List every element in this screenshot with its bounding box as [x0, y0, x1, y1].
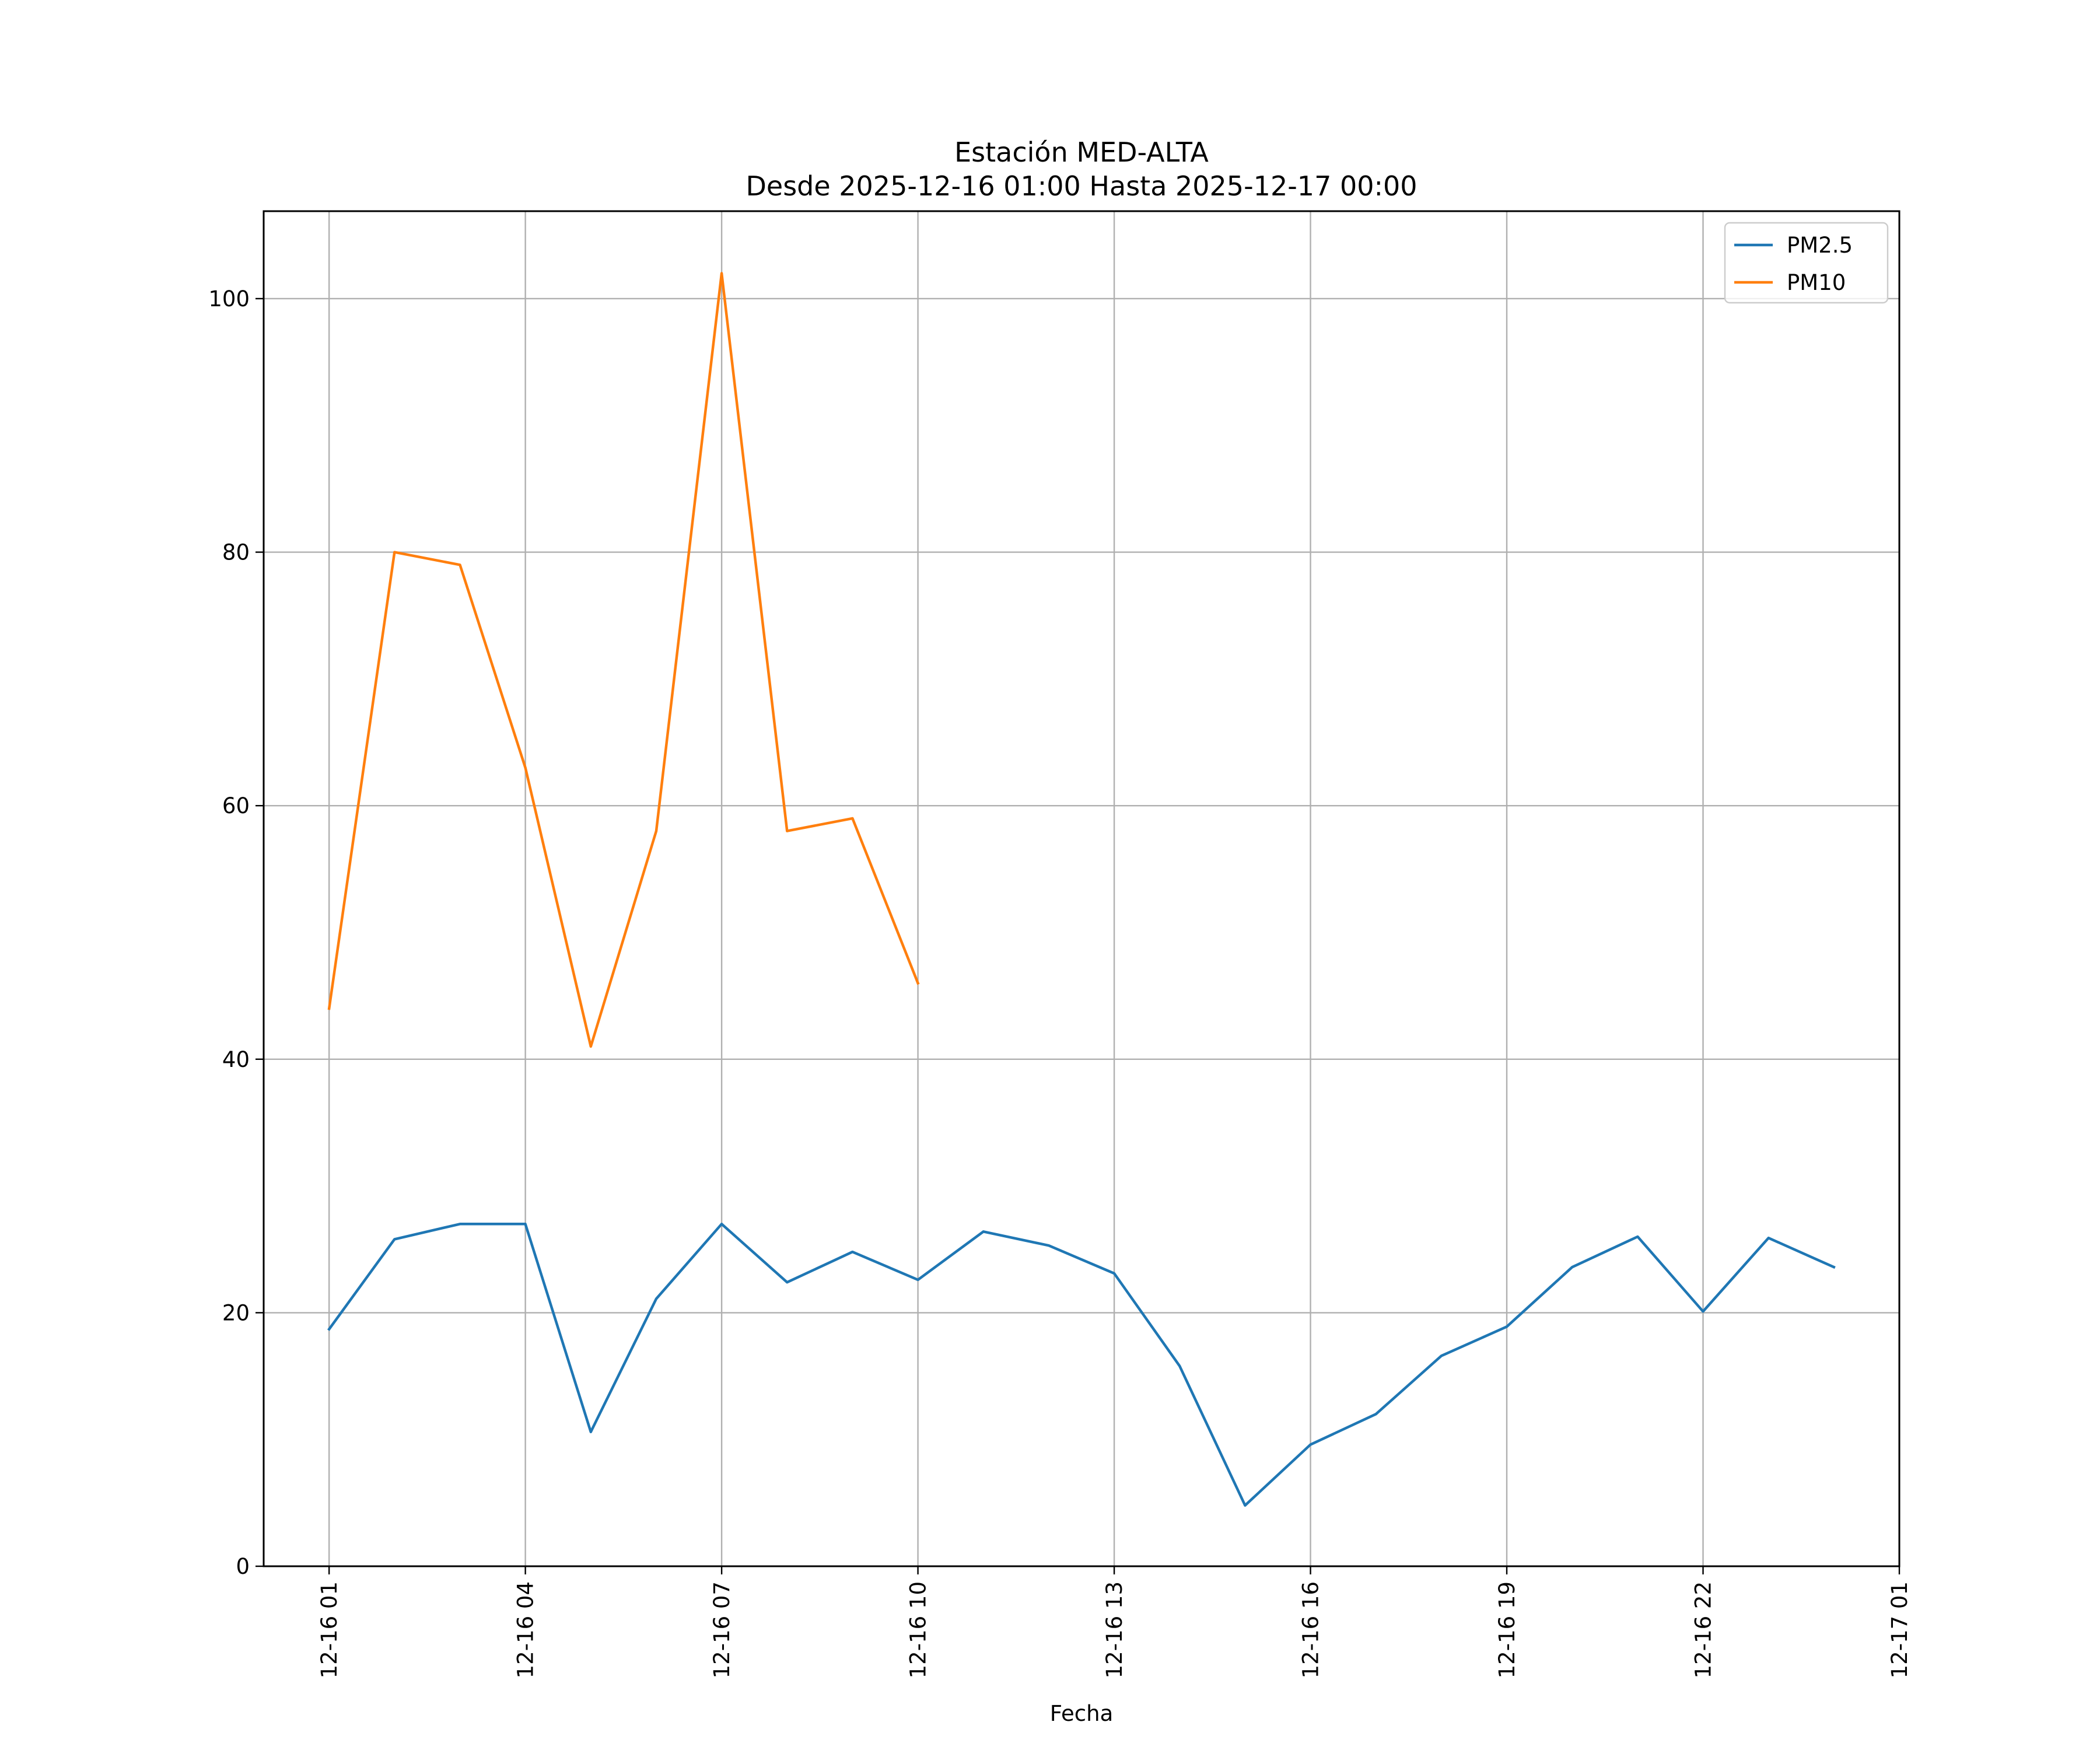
axis-ticks: 12-16 01 12-16 04 12-16 07 12-16 10 12-16 13…	[208, 286, 1912, 1678]
chart-subtitle: Desde 2025-12-16 01:00 Hasta 2025-12-17 …	[746, 170, 1417, 202]
x-tick-label: 12-16 19	[1494, 1581, 1520, 1678]
x-tick-label: 12-16 01	[317, 1581, 342, 1678]
x-tick-label: 12-16 22	[1691, 1581, 1716, 1678]
x-tick-label: 12-16 07	[709, 1581, 734, 1678]
legend-label: PM10	[1787, 270, 1846, 295]
plot-area-frame	[262, 210, 1901, 1567]
y-tick-label: 80	[222, 540, 250, 565]
legend-label: PM2.5	[1787, 233, 1853, 258]
grid-lines	[264, 211, 1901, 1567]
series-line-pm2-5	[327, 1223, 1836, 1507]
y-tick-label: 20	[222, 1300, 250, 1325]
y-tick-label: 60	[222, 793, 250, 818]
x-tick-label: 12-17 01	[1887, 1581, 1912, 1678]
chart-title: Estación MED-ALTA	[954, 136, 1209, 168]
y-tick-label: 100	[208, 286, 250, 312]
legend: PM2.5 PM10	[1724, 222, 1889, 304]
x-tick-label: 12-16 16	[1298, 1581, 1324, 1678]
series-lines	[327, 272, 1836, 1507]
y-tick-label: 40	[222, 1047, 250, 1072]
x-tick-label: 12-16 10	[906, 1581, 931, 1678]
x-tick-label: 12-16 13	[1102, 1581, 1127, 1678]
x-axis-label: Fecha	[1050, 1701, 1114, 1726]
y-tick-label: 0	[236, 1554, 250, 1579]
x-tick-label: 12-16 04	[513, 1581, 538, 1678]
series-line-pm10	[327, 272, 920, 1048]
